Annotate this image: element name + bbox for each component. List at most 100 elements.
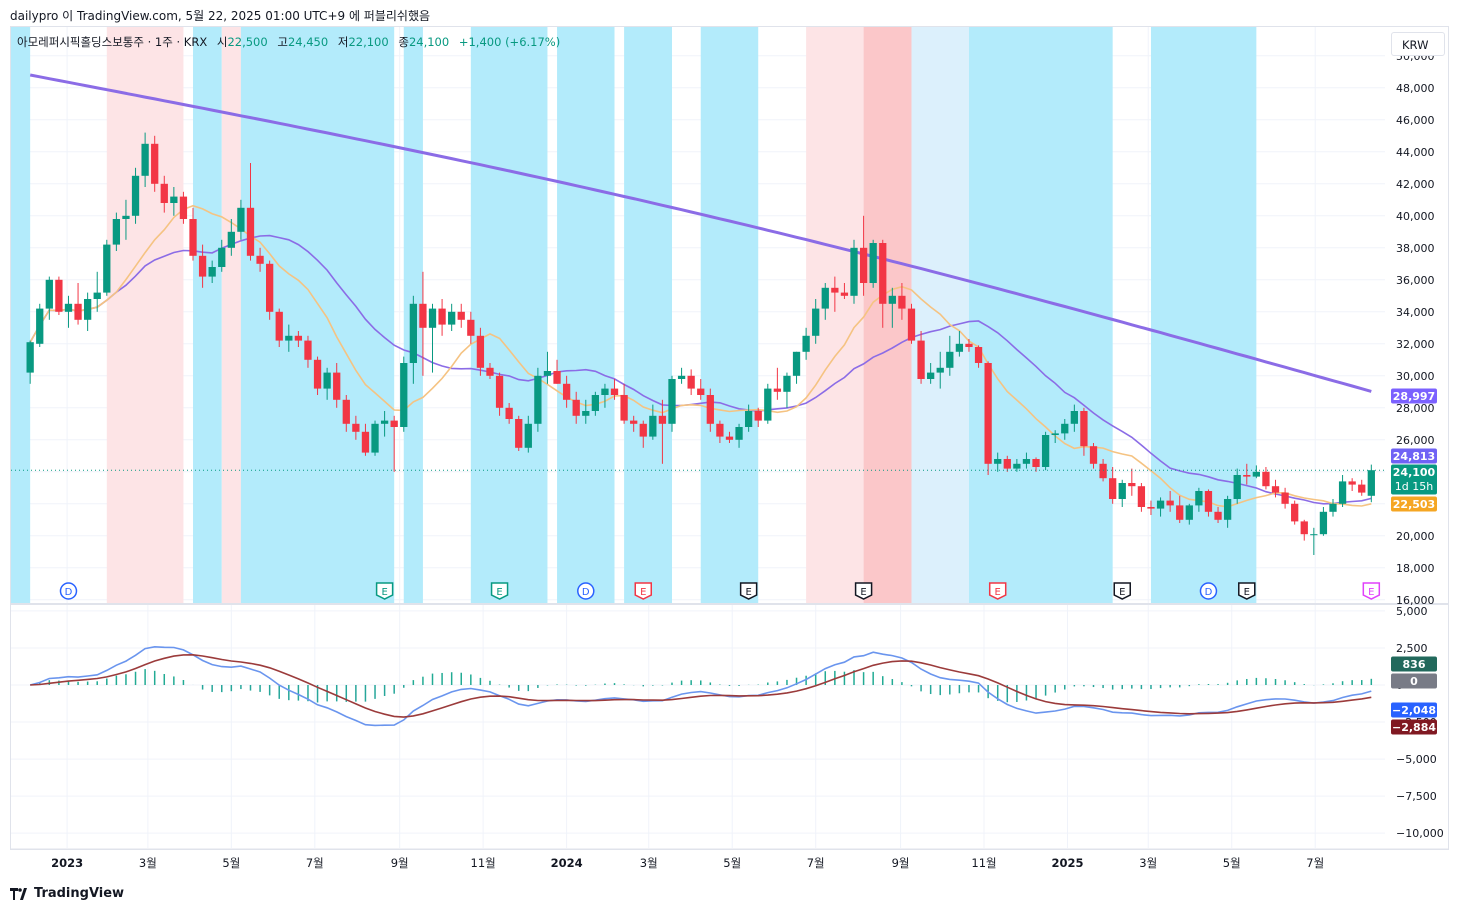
candle[interactable] (620, 383, 628, 424)
candle[interactable] (1128, 468, 1136, 496)
candle[interactable] (927, 363, 935, 384)
candle[interactable] (36, 303, 44, 347)
event-marker[interactable]: E (375, 582, 394, 600)
candle[interactable] (112, 212, 121, 251)
candle[interactable] (639, 420, 647, 448)
candle[interactable] (917, 331, 925, 384)
candle[interactable] (1118, 479, 1126, 507)
candle[interactable] (515, 415, 523, 451)
candle[interactable] (773, 367, 782, 400)
candle[interactable] (1252, 465, 1260, 479)
candle[interactable] (438, 299, 446, 336)
candle[interactable] (1329, 499, 1337, 517)
candle[interactable] (812, 299, 820, 344)
candle[interactable] (313, 356, 322, 395)
event-marker[interactable]: D (1199, 582, 1218, 600)
candle[interactable] (792, 351, 801, 384)
candle[interactable] (1291, 500, 1299, 525)
currency-button[interactable]: KRW (1391, 32, 1445, 56)
candle[interactable] (1243, 463, 1251, 485)
candle[interactable] (275, 308, 283, 347)
candle[interactable] (668, 375, 676, 432)
candle[interactable] (1080, 407, 1088, 456)
candle[interactable] (103, 239, 111, 296)
event-marker[interactable]: E (854, 582, 873, 600)
candle[interactable] (428, 303, 437, 373)
candle[interactable] (1195, 487, 1203, 512)
candle[interactable] (505, 403, 513, 424)
candle[interactable] (1204, 489, 1213, 517)
candle[interactable] (802, 327, 810, 360)
candle[interactable] (352, 415, 360, 440)
candle[interactable] (831, 276, 839, 312)
event-marker[interactable]: E (1113, 582, 1131, 600)
candle[interactable] (45, 276, 53, 320)
candle[interactable] (735, 423, 743, 448)
candle[interactable] (869, 239, 877, 288)
time-axis[interactable]: 2023 3월 5월 7월 9월 11월 2024 3월 5월 7월 9월 11월 2025 3월 5월 7월 (51, 856, 1324, 870)
event-marker[interactable]: E (1362, 582, 1381, 600)
candle[interactable] (371, 420, 379, 456)
candle[interactable] (266, 260, 274, 320)
candle[interactable] (1281, 487, 1289, 509)
candle[interactable] (93, 271, 101, 312)
candle[interactable] (208, 260, 216, 283)
candle[interactable] (716, 420, 724, 443)
candle[interactable] (1022, 452, 1031, 469)
candle[interactable] (390, 415, 398, 472)
candle[interactable] (1156, 497, 1165, 517)
candle[interactable] (1271, 479, 1280, 498)
candle[interactable] (706, 388, 714, 432)
candle[interactable] (1147, 500, 1155, 515)
candle[interactable] (1109, 467, 1117, 504)
candle[interactable] (677, 367, 686, 384)
candle[interactable] (256, 247, 264, 272)
candle[interactable] (744, 404, 753, 432)
candle[interactable] (74, 283, 82, 325)
candle[interactable] (495, 372, 504, 416)
candle[interactable] (1348, 478, 1356, 491)
candle[interactable] (994, 452, 1002, 472)
candle[interactable] (55, 276, 63, 315)
candle[interactable] (562, 375, 571, 408)
candle[interactable] (237, 199, 245, 240)
candle[interactable] (1070, 404, 1078, 432)
candle[interactable] (1041, 431, 1050, 471)
candle[interactable] (1310, 527, 1318, 555)
candle[interactable] (534, 367, 542, 432)
candle[interactable] (984, 361, 992, 475)
candle[interactable] (246, 163, 255, 261)
candle[interactable] (170, 187, 178, 216)
candle[interactable] (1223, 495, 1232, 528)
candle[interactable] (1300, 519, 1308, 541)
candle[interactable] (285, 324, 293, 352)
event-marker[interactable]: E (634, 582, 653, 600)
candle[interactable] (687, 369, 695, 395)
candle[interactable] (1358, 479, 1366, 496)
candle[interactable] (198, 244, 207, 288)
candle[interactable] (543, 351, 552, 384)
candle[interactable] (725, 431, 734, 443)
candle[interactable] (151, 135, 159, 192)
candle[interactable] (850, 239, 858, 304)
candle[interactable] (122, 199, 130, 240)
candle[interactable] (1003, 455, 1011, 472)
candle[interactable] (658, 399, 667, 464)
candle[interactable] (227, 219, 235, 256)
candle[interactable] (1262, 467, 1270, 490)
candle[interactable] (1032, 457, 1040, 472)
candle[interactable] (1214, 507, 1222, 523)
candle[interactable] (361, 423, 370, 456)
candle[interactable] (476, 327, 485, 376)
candle[interactable] (457, 303, 465, 328)
candle[interactable] (131, 167, 140, 224)
candle[interactable] (764, 383, 772, 424)
candle[interactable] (1061, 419, 1069, 440)
candle[interactable] (898, 283, 906, 320)
candle[interactable] (974, 345, 983, 368)
candle[interactable] (524, 415, 532, 453)
candle[interactable] (821, 283, 829, 320)
candle[interactable] (859, 215, 868, 296)
candle[interactable] (141, 132, 149, 187)
candle[interactable] (342, 395, 350, 432)
